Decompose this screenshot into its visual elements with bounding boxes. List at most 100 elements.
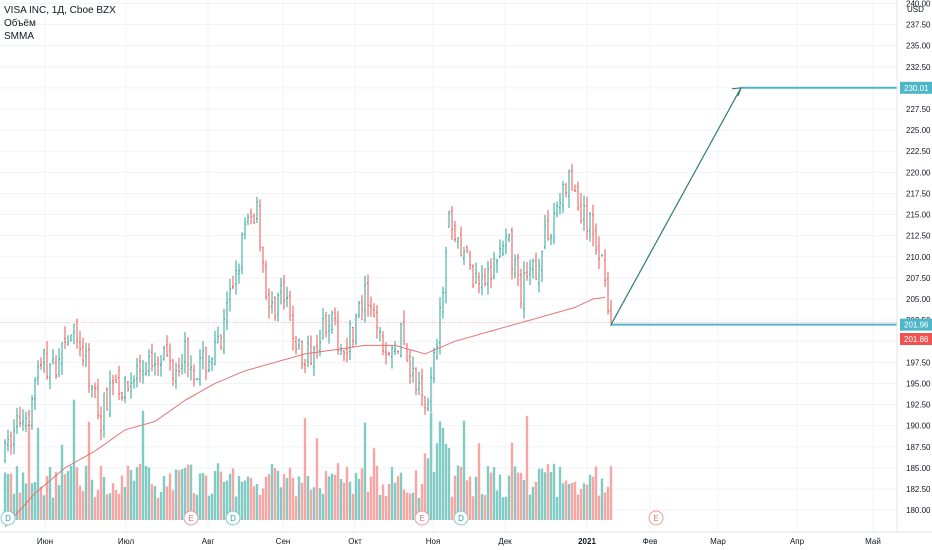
marker-circle	[183, 510, 199, 526]
volume-bar	[273, 468, 277, 520]
price-tick-label: 190.00	[906, 422, 931, 431]
volume-bar	[399, 472, 403, 520]
volume-indicator-label[interactable]: Объём	[4, 18, 36, 29]
volume-bar	[210, 493, 214, 520]
volume-bar	[588, 474, 592, 520]
volume-bar	[516, 472, 520, 520]
volume-bar	[9, 473, 13, 520]
volume-bar	[489, 472, 493, 520]
volume-bar	[66, 471, 70, 520]
volume-bar	[36, 428, 40, 520]
volume-bar	[471, 496, 475, 520]
volume-bar	[522, 480, 526, 520]
volume-bar	[219, 471, 223, 520]
volume-bar	[252, 486, 256, 520]
volume-bar	[240, 481, 244, 520]
volume-bar	[162, 476, 166, 520]
price-tick-label: 217.50	[906, 189, 931, 198]
volume-bar	[42, 495, 46, 520]
volume-bar	[231, 468, 235, 520]
currency-label: USD	[907, 5, 924, 14]
volume-bar	[306, 476, 310, 520]
marker-label: E	[419, 514, 424, 523]
volume-bar	[339, 479, 343, 520]
dividend-marker[interactable]: D	[0, 510, 16, 526]
chart-grid	[0, 0, 897, 532]
volume-bar	[48, 467, 52, 520]
volume-bar	[474, 476, 478, 520]
volume-bar	[504, 496, 508, 520]
volume-bar	[594, 466, 598, 520]
volume-bar	[333, 474, 337, 520]
price-tick-label: 240.00	[906, 0, 931, 8]
time-axis[interactable]: Июн Июл Авг Сен Окт Ноя Дек 2021 Фев Мар Апр Май	[0, 531, 932, 546]
volume-bars	[3, 399, 613, 520]
volume-bar	[183, 467, 187, 520]
smma-line	[4, 296, 606, 528]
volume-bar	[135, 467, 139, 520]
volume-bar	[549, 472, 553, 520]
volume-bar	[348, 481, 352, 520]
volume-bar	[216, 463, 220, 520]
marker-label: D	[230, 514, 236, 523]
smma-indicator-label[interactable]: SMMA	[4, 31, 34, 42]
volume-bar	[330, 473, 334, 520]
volume-bar	[558, 466, 562, 520]
volume-bar	[12, 493, 16, 520]
volume-bar	[18, 492, 22, 520]
volume-bar	[234, 496, 238, 520]
volume-bar	[21, 472, 25, 520]
start-price-tag: 201.96	[904, 321, 929, 330]
time-tick-label: Авг	[202, 537, 215, 546]
dividend-marker[interactable]: D	[225, 510, 241, 526]
volume-bar	[405, 492, 409, 520]
volume-bar	[45, 475, 49, 520]
volume-bar	[387, 483, 391, 520]
volume-bar	[513, 466, 517, 520]
volume-bar	[540, 468, 544, 520]
marker-label: E	[653, 514, 658, 523]
volume-bar	[351, 493, 355, 520]
price-axis[interactable]: 180.00 182.50 185.00 187.50 190.00 192.50 195.…	[896, 0, 931, 532]
volume-bar	[381, 484, 385, 520]
volume-bar	[336, 463, 340, 520]
marker-label: D	[458, 514, 464, 523]
target-price-tag: 230.01	[904, 84, 929, 93]
volume-bar	[375, 465, 379, 520]
volume-bar	[75, 467, 79, 520]
price-candles	[4, 163, 612, 463]
volume-bar	[345, 466, 349, 520]
volume-bar	[54, 472, 58, 520]
price-tick-label: 232.50	[906, 63, 931, 72]
volume-bar	[222, 481, 226, 520]
volume-bar	[447, 448, 451, 520]
volume-bar	[459, 466, 463, 520]
earnings-marker[interactable]: E	[648, 510, 664, 526]
volume-bar	[426, 458, 430, 520]
volume-bar	[30, 483, 34, 520]
earnings-marker[interactable]: E	[183, 510, 199, 526]
volume-bar	[318, 488, 322, 520]
price-tick-label: 197.50	[906, 358, 931, 367]
volume-bar	[57, 484, 61, 520]
volume-bar	[561, 483, 565, 520]
time-tick-label: Окт	[348, 537, 362, 546]
volume-bar	[324, 471, 328, 520]
earnings-marker[interactable]: E	[414, 510, 430, 526]
volume-bar	[441, 427, 445, 520]
volume-bar	[27, 424, 31, 520]
symbol-title[interactable]: VISA INC, 1Д, Cboe BZX	[4, 5, 116, 16]
volume-bar	[417, 497, 421, 520]
dividend-marker[interactable]: D	[453, 510, 469, 526]
price-tick-label: 215.00	[906, 211, 931, 220]
volume-bar	[567, 483, 571, 520]
volume-bar	[102, 476, 106, 520]
volume-bar	[510, 442, 514, 520]
volume-bar	[174, 469, 178, 520]
horizontal-levels	[0, 86, 897, 326]
volume-bar	[312, 487, 316, 520]
volume-bar	[501, 497, 505, 520]
marker-circle	[414, 510, 430, 526]
